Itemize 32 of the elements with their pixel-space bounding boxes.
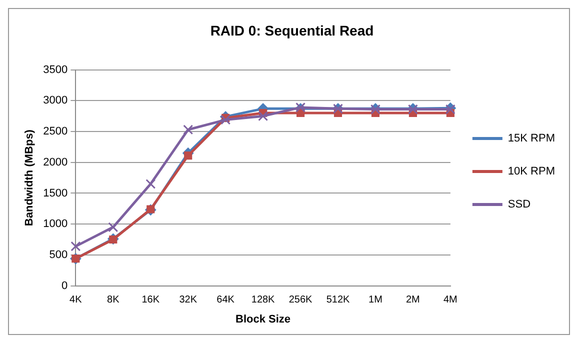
point: [70, 241, 81, 252]
point: [183, 124, 194, 135]
point: [108, 222, 118, 232]
x-tick-label: 8K: [107, 294, 120, 306]
y-tick-label: 3500: [43, 64, 68, 76]
y-tick-label: 3000: [43, 94, 68, 107]
x-tick-label: 256K: [288, 294, 313, 306]
x-tick-label: 64K: [216, 294, 235, 306]
legend-label: 15K RPM: [508, 132, 556, 145]
x-tick-label: 4K: [70, 294, 82, 306]
y-tick-label: 0: [62, 280, 68, 292]
point: [184, 152, 192, 160]
x-tick-label: 2M: [406, 294, 420, 306]
x-tick-label: 1M: [368, 294, 382, 306]
legend-label: 10K RPM: [508, 166, 556, 178]
y-tick-label: 500: [49, 248, 68, 261]
y-axis-title: Bandwidth (MBps): [24, 129, 36, 226]
x-tick-label: 128K: [251, 294, 276, 306]
x-tick-label: 512K: [326, 294, 350, 306]
chart-title: RAID 0: Sequential Read: [210, 22, 374, 38]
point: [146, 178, 156, 189]
y-tick-label: 1500: [43, 187, 68, 200]
x-tick-label: 4M: [443, 294, 458, 306]
y-tick-label: 1000: [43, 218, 68, 230]
x-axis-title: Block Size: [236, 313, 291, 326]
y-tick-label: 2500: [43, 126, 68, 138]
x-tick-label: 16K: [142, 294, 160, 306]
point: [258, 111, 268, 122]
y-tick-label: 2000: [43, 156, 68, 168]
point: [220, 114, 231, 125]
legend-label: SSD: [508, 198, 531, 211]
x-tick-label: 32K: [179, 294, 198, 306]
